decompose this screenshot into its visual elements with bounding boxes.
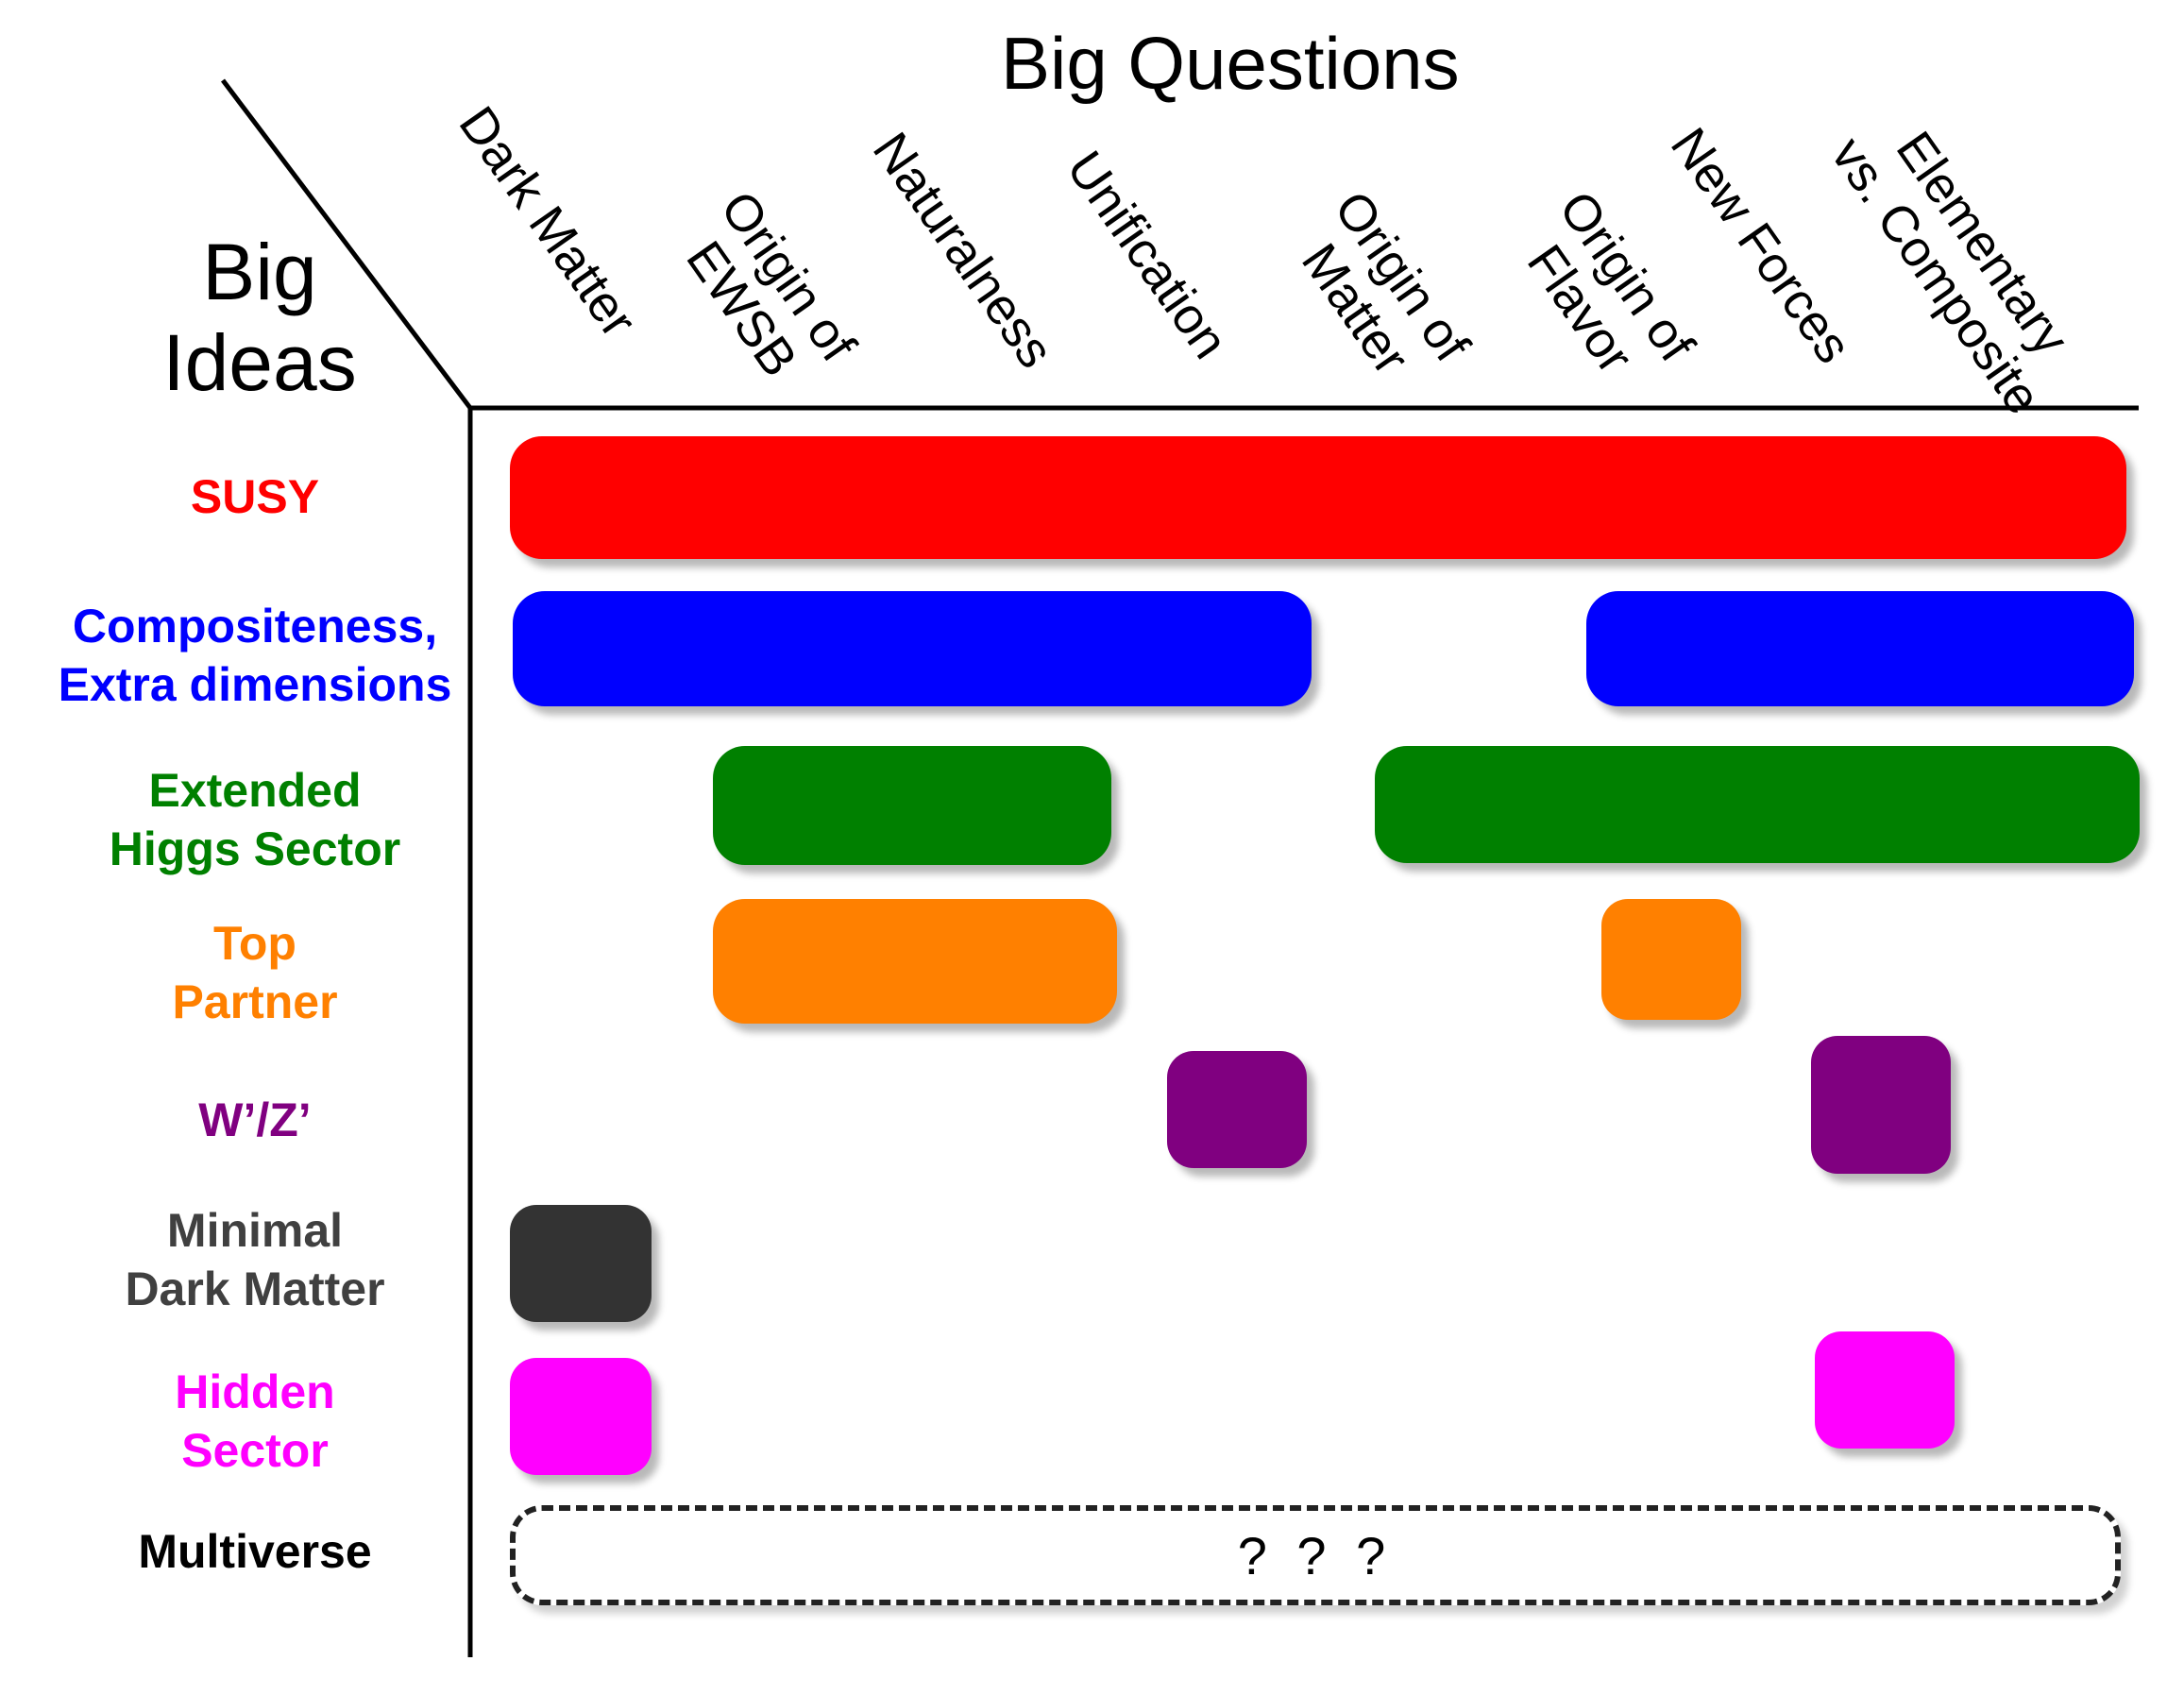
top-partner-bar-left [713, 899, 1117, 1024]
idea-susy: SUSY [190, 470, 320, 523]
minimal-dark-matter-bar [510, 1205, 652, 1322]
higgs-bar-left [713, 746, 1111, 865]
top-partner-bar-right [1601, 899, 1741, 1020]
higgs-bar-right [1375, 746, 2140, 863]
compositeness-bar-left [513, 591, 1312, 706]
compositeness-bar-right [1586, 591, 2134, 706]
wz-prime-bar-left [1167, 1051, 1307, 1168]
idea-extended-higgs: Extended Higgs Sector [109, 764, 401, 875]
multiverse-dashed-box: ? ? ? [510, 1505, 2121, 1605]
idea-compositeness: Compositeness, Extra dimensions [58, 600, 452, 711]
corner-label: Big Ideas [162, 228, 357, 407]
multiverse-question-marks: ? ? ? [1237, 1525, 1394, 1585]
susy-bar [510, 436, 2126, 559]
idea-hidden-sector: Hidden Sector [175, 1365, 335, 1477]
corner-diagonal-line [221, 78, 472, 410]
idea-top-partner: Top Partner [172, 917, 338, 1028]
diagram-title: Big Questions [1001, 22, 1460, 105]
idea-wz-prime: W’/Z’ [198, 1093, 312, 1146]
idea-multiverse: Multiverse [138, 1525, 372, 1578]
hidden-sector-bar-right [1815, 1331, 1955, 1449]
wz-prime-bar-right [1811, 1036, 1951, 1174]
hidden-sector-bar-left [510, 1358, 652, 1475]
idea-minimal-dark-matter: Minimal Dark Matter [125, 1204, 385, 1315]
